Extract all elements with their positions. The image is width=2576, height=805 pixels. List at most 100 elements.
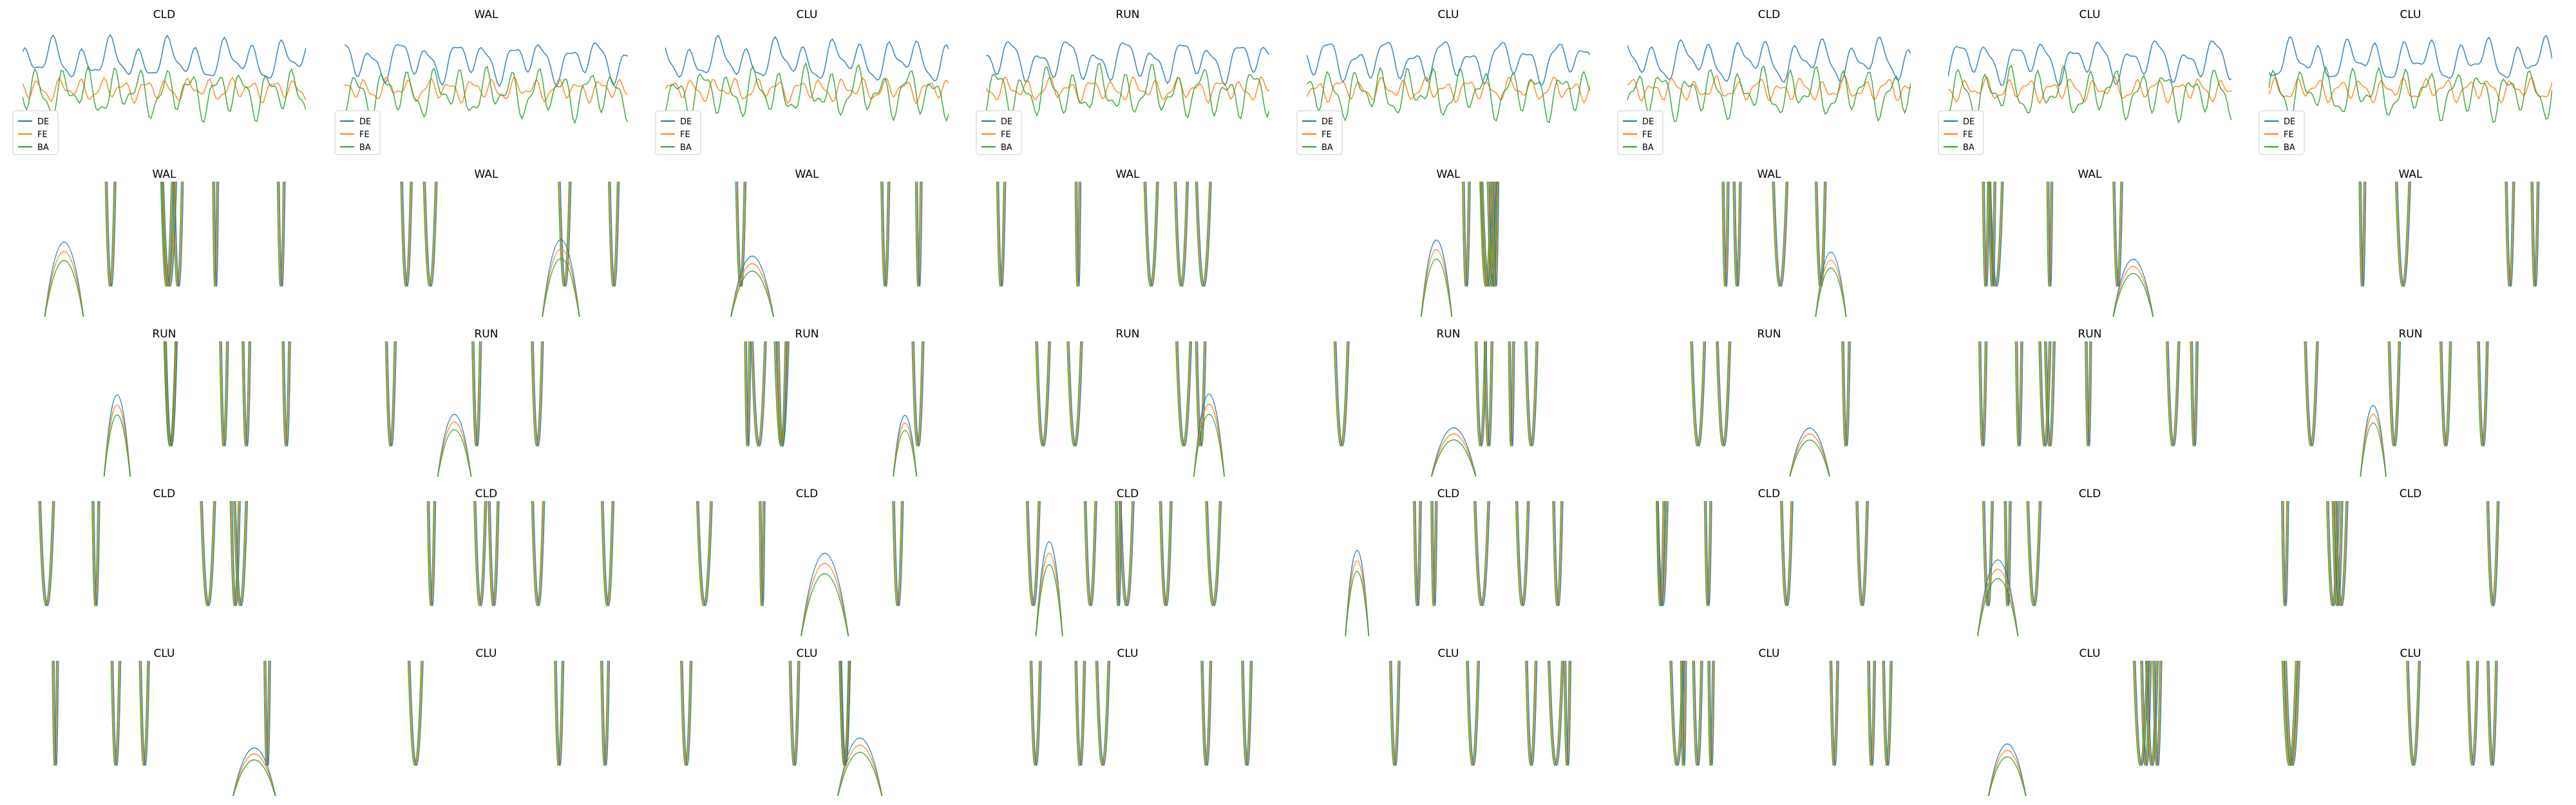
spike-de — [1031, 661, 1042, 766]
spike-de — [1493, 182, 1500, 287]
spike-fe — [1466, 661, 1479, 766]
spike-fe — [1692, 661, 1703, 766]
spike-de — [1549, 661, 1564, 766]
spike-ba — [776, 341, 786, 447]
panel-r5-c5: CLU — [1388, 647, 1572, 766]
spike-fe — [92, 501, 100, 607]
panel-title: CLU — [2079, 647, 2101, 660]
spike-ba — [164, 341, 176, 447]
spike-ba — [1143, 182, 1157, 287]
spike-de — [1843, 341, 1851, 447]
spike-fe — [1334, 341, 1349, 447]
spike-fe — [2166, 341, 2180, 447]
spike-ba — [1159, 501, 1171, 607]
spike-fe — [2477, 341, 2488, 447]
panel-title: CLU — [1759, 647, 1780, 660]
spike-de — [697, 501, 713, 607]
spike-de — [2114, 182, 2123, 287]
spike-de — [2389, 341, 2401, 447]
arch-fe — [44, 251, 84, 317]
spike-de — [1990, 182, 2004, 287]
legend-box — [655, 110, 701, 155]
spike-ba — [52, 661, 57, 766]
arch-fe — [1815, 260, 1847, 317]
spike-fe — [881, 182, 889, 287]
spike-ba — [1508, 341, 1513, 447]
spike-fe — [1989, 182, 1996, 287]
spike-de — [2028, 501, 2042, 607]
spike-ba — [1035, 341, 1049, 447]
spike-fe — [2467, 661, 2478, 766]
spike-fe — [1201, 661, 1211, 766]
series-line-ba — [986, 63, 1269, 120]
spike-ba — [471, 341, 480, 447]
spike-fe — [2407, 661, 2420, 766]
arch-fe — [1988, 750, 2027, 796]
arch-fe — [1035, 553, 1063, 636]
arch-fe — [1345, 560, 1370, 636]
arch-ba — [103, 414, 131, 477]
spike-de — [1984, 501, 1994, 607]
spike-fe — [2333, 501, 2343, 607]
panel-r4-c6: CLD — [1656, 488, 1869, 607]
spike-ba — [1779, 501, 1792, 607]
arch-de — [1789, 427, 1830, 477]
spike-fe — [2487, 661, 2497, 766]
arch-ba — [437, 429, 472, 477]
spike-de — [1243, 661, 1253, 766]
panel-r3-c8: RUN — [2304, 328, 2489, 477]
arch-de — [232, 747, 276, 796]
spike-fe — [1516, 501, 1530, 607]
panel-title: RUN — [1757, 328, 1781, 341]
spike-de — [2286, 661, 2300, 766]
spike-de — [913, 341, 925, 447]
spike-fe — [234, 501, 247, 607]
spike-fe — [242, 341, 251, 447]
arch-ba — [232, 759, 276, 796]
spike-fe — [1027, 501, 1040, 607]
legend-label-de: DE — [2284, 117, 2295, 127]
spike-de — [112, 661, 122, 766]
spike-ba — [1982, 501, 1992, 607]
spike-de — [1068, 341, 1083, 447]
panel-title: CLU — [2400, 647, 2421, 660]
arch-de — [103, 394, 131, 477]
panel-r5-c7: CLU — [1987, 647, 2163, 796]
spike-ba — [1430, 501, 1436, 607]
spike-ba — [1882, 661, 1891, 766]
spike-ba — [104, 182, 115, 287]
spike-ba — [219, 341, 227, 447]
arch-fe — [1193, 404, 1225, 477]
spike-fe — [1705, 501, 1712, 607]
spike-fe — [744, 341, 751, 447]
legend-label-ba: BA — [1001, 143, 1012, 153]
spike-de — [265, 661, 271, 766]
spike-de — [1463, 182, 1471, 287]
arch-ba — [542, 258, 580, 317]
panel-r3-c5: RUN — [1333, 328, 1539, 477]
panel-r4-c5: CLD — [1345, 488, 1564, 636]
spike-ba — [488, 501, 498, 607]
series-line-ba — [1627, 65, 1911, 123]
spike-fe — [162, 182, 176, 287]
panel-title: CLD — [1758, 8, 1780, 21]
spike-ba — [1772, 182, 1787, 287]
panel-r2-c2: WAL — [400, 168, 620, 317]
spike-ba — [531, 501, 544, 607]
spike-fe — [1196, 182, 1211, 287]
spike-de — [1207, 501, 1222, 607]
panel-title: RUN — [1437, 328, 1461, 341]
legend: DE FE BA — [655, 110, 701, 155]
arch-de — [893, 415, 918, 477]
spike-fe — [282, 341, 290, 447]
spike-ba — [1721, 182, 1728, 287]
spike-fe — [111, 661, 120, 766]
spike-de — [2479, 341, 2489, 447]
spike-ba — [1473, 501, 1488, 607]
panel-title: RUN — [1116, 8, 1140, 21]
legend-label-fe: FE — [2284, 130, 2294, 140]
legend-label-de: DE — [1001, 117, 1012, 127]
series-line-fe — [345, 76, 628, 104]
spike-fe — [231, 501, 240, 607]
spike-ba — [1563, 661, 1570, 766]
